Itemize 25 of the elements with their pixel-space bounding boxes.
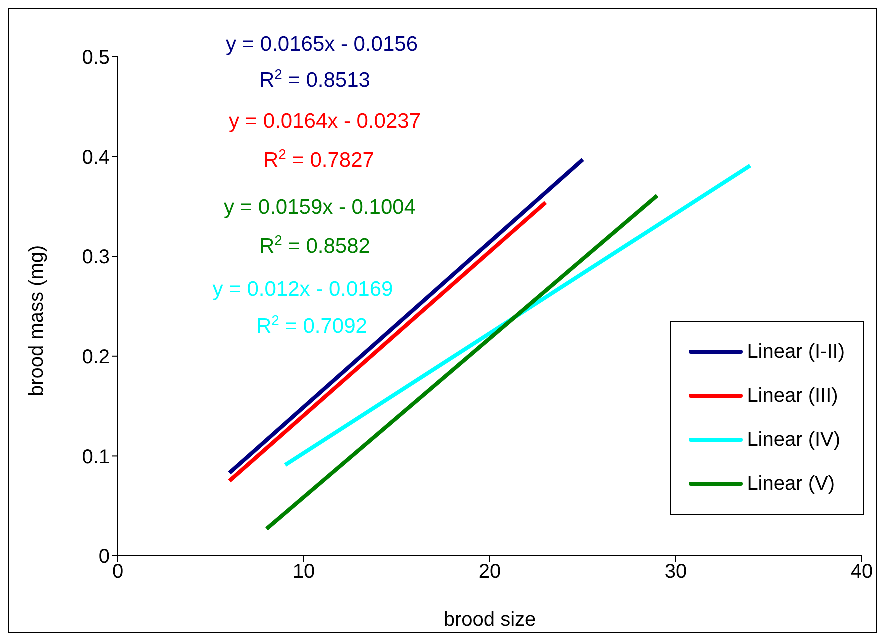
annotation: R$^{2}$ = 0.8582 xyxy=(260,233,370,259)
y-tick-label: 0.1 xyxy=(82,446,110,468)
legend-label: Linear (IV) xyxy=(747,428,841,452)
x-axis-title: brood size xyxy=(444,609,536,631)
legend-label: Linear (V) xyxy=(747,472,835,496)
annotation: y = 0.012x - 0.0169 xyxy=(212,278,394,302)
y-tick-label: 0.5 xyxy=(82,47,110,70)
annotation: y = 0.0159x - 0.1004 xyxy=(224,196,416,220)
annotation: R$^{2}$ = 0.8513 xyxy=(260,67,370,93)
legend-label: Linear (I-II) xyxy=(747,340,845,364)
x-tick-label: 0 xyxy=(112,561,124,584)
y-tick-label: 0.3 xyxy=(82,246,110,269)
legend-label: Linear (III) xyxy=(747,384,838,408)
annotation: R$^{2}$ = 0.7092 xyxy=(256,313,368,339)
x-tick-label: 20 xyxy=(478,561,502,584)
x-tick-label: 40 xyxy=(850,561,874,584)
y-tick-label: 0 xyxy=(98,546,110,568)
annotation: R$^{2}$ = 0.7827 xyxy=(264,147,374,173)
text: y = 0.0165x - 0.0156 xyxy=(226,33,418,57)
x-tick-label: 10 xyxy=(292,561,316,584)
x-tick-label: 30 xyxy=(664,561,688,584)
y-tick-label: 0.2 xyxy=(82,346,110,368)
y-axis-title: brood mass (mg) xyxy=(26,245,48,396)
y-tick-label: 0.4 xyxy=(82,146,110,169)
annotation: y = 0.0164x - 0.0237 xyxy=(228,110,422,134)
